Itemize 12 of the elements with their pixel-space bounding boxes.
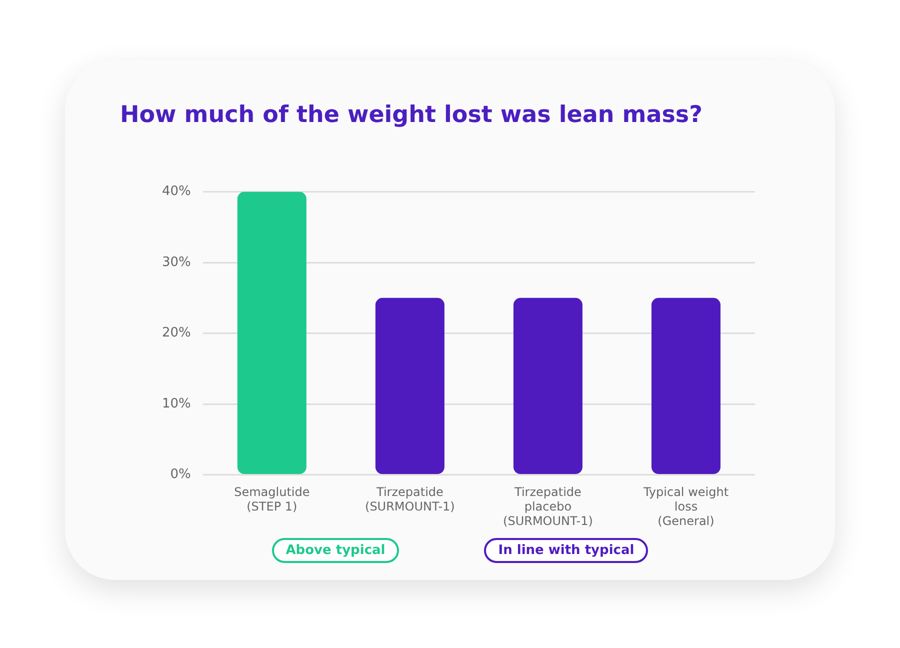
x-tick-label: Typical weight loss (General)	[642, 485, 729, 528]
y-tick-label: 30%	[162, 254, 191, 270]
y-tick-label: 0%	[170, 467, 191, 482]
y-tick-label: 40%	[162, 184, 191, 200]
y-tick-label: 10%	[162, 396, 191, 412]
text: Above typical	[272, 538, 400, 563]
text: In line with typical	[484, 538, 648, 563]
x-tick-label: Tirzepatide (SURMOUNT-1)	[365, 485, 455, 514]
x-tick-label: Tirzepatide placebo (SURMOUNT-1)	[503, 485, 593, 528]
y-tick-label: 20%	[162, 326, 191, 341]
x-tick-label: Semaglutide (STEP 1)	[234, 485, 310, 514]
chart-title: How much of the weight lost was lean mass?	[120, 102, 702, 128]
